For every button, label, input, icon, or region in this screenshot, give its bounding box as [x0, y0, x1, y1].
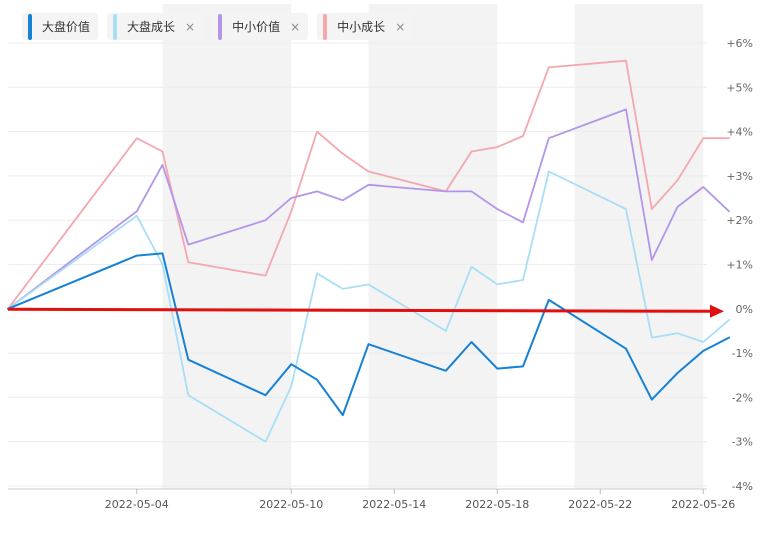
y-tick-label: +2% — [726, 214, 753, 227]
legend-item-small-growth[interactable]: 中小成长 × — [317, 13, 414, 40]
y-tick-label: 0% — [736, 303, 753, 316]
x-tick-label: 2022-05-04 — [105, 498, 169, 511]
close-icon[interactable]: × — [395, 19, 406, 34]
series-line-1 — [7, 170, 730, 443]
y-tick-label: +4% — [726, 126, 753, 139]
y-tick-label: +5% — [726, 81, 753, 94]
x-tick-label: 2022-05-18 — [465, 498, 529, 511]
y-tick-label: -3% — [732, 436, 753, 449]
annotation-arrow-line — [7, 307, 713, 313]
legend: 大盘价值 大盘成长 × 中小价值 × 中小成长 × — [22, 13, 414, 40]
annotation-arrow-head — [710, 304, 724, 318]
y-tick-label: -1% — [732, 347, 753, 360]
y-tick-label: -2% — [732, 391, 753, 404]
shaded-band — [368, 4, 498, 489]
x-tick-label: 2022-05-22 — [568, 498, 632, 511]
y-tick-label: +1% — [726, 259, 753, 272]
legend-label: 大盘成长 — [127, 20, 176, 34]
x-tick-label: 2022-05-14 — [362, 498, 426, 511]
legend-swatch — [218, 13, 223, 40]
close-icon[interactable]: × — [290, 19, 301, 34]
legend-item-large-growth[interactable]: 大盘成长 × — [107, 13, 204, 40]
y-tick-label: -4% — [732, 480, 753, 493]
y-tick-label: +6% — [726, 37, 753, 50]
legend-swatch — [113, 13, 118, 40]
x-tick-label: 2022-05-10 — [259, 498, 323, 511]
legend-label: 中小成长 — [337, 20, 386, 34]
legend-item-large-value[interactable]: 大盘价值 — [22, 13, 99, 40]
series-line-2 — [7, 108, 730, 310]
shaded-band — [162, 4, 292, 489]
legend-label: 大盘价值 — [42, 20, 91, 34]
series-line-0 — [7, 252, 730, 417]
legend-swatch — [28, 13, 32, 40]
shaded-band — [574, 4, 704, 489]
legend-swatch — [323, 13, 328, 40]
x-tick-label: 2022-05-26 — [671, 498, 735, 511]
legend-item-small-value[interactable]: 中小价值 × — [212, 13, 309, 40]
legend-label: 中小价值 — [232, 20, 281, 34]
close-icon[interactable]: × — [185, 19, 196, 34]
y-tick-label: +3% — [726, 170, 753, 183]
